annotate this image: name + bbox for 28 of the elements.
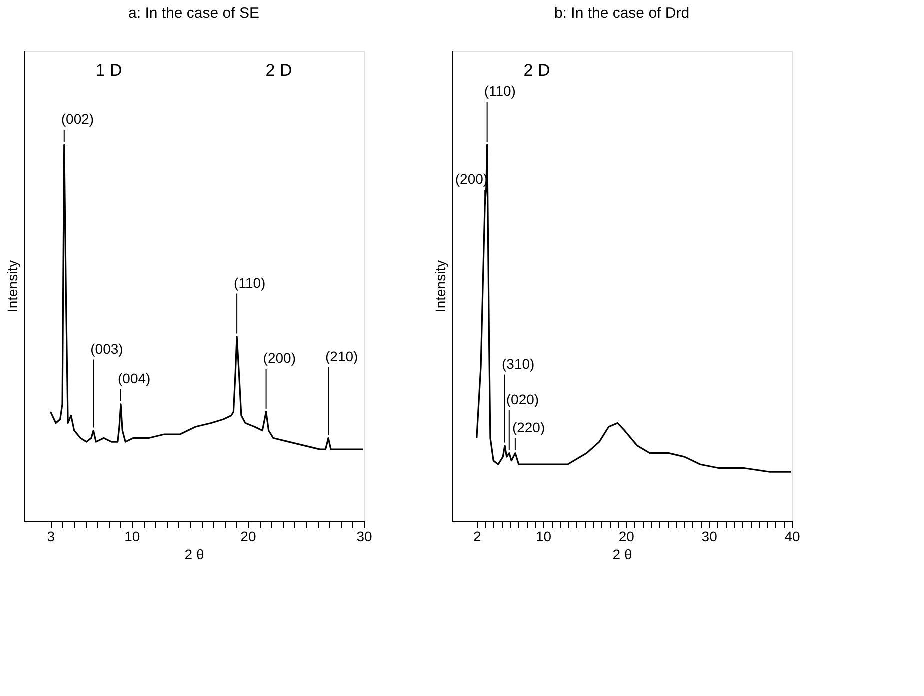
x-axis-title: 2 θ [184,546,204,562]
x-tick-label: 20 [618,528,635,544]
annotation: (002) [61,111,94,127]
x-tick-label: 30 [356,528,372,544]
annotation: (020) [506,391,540,408]
chart-title: a: In the case of SE [128,5,260,22]
x-tick-label: 10 [536,528,552,544]
chart-title: b: In the case of Drd [554,5,690,22]
x-tick-label: 2 [473,528,482,544]
annotation: (110) [234,274,266,291]
x-tick-label: 10 [124,528,140,544]
text: 1 D [96,61,122,80]
text: 2 D [266,61,292,80]
annotation: (210) [325,348,358,364]
x-tick-label: 20 [240,528,256,544]
annotation: (220) [512,419,546,436]
annotation: (003) [90,340,124,357]
x-tick-label: 3 [47,528,56,544]
annotation: (110) [484,83,516,99]
annotation: (310) [502,356,535,372]
text: 2 D [524,61,550,80]
y-axis-title: Intensity [4,260,20,313]
x-tick-label: 30 [702,528,718,544]
x-tick-label: 40 [784,528,800,544]
annotation: (004) [118,370,151,386]
annotation: (200) [263,350,296,366]
y-axis-title: Intensity [432,260,448,313]
x-axis-title: 2 θ [612,546,632,562]
